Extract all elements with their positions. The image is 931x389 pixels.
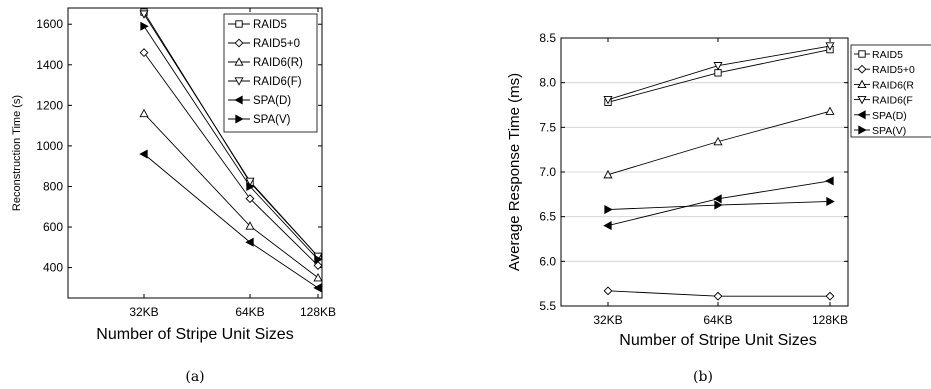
chart-a-y-tick-label: 600 [43, 220, 63, 234]
chart-b-point-spa-d [825, 176, 834, 186]
chart-a-point-raid6-r [245, 221, 255, 230]
chart-b-point-raid6-r [825, 106, 835, 115]
chart-a-point-raid5-0 [313, 261, 323, 270]
chart-b-legend-label-raid6-r: RAID6(R [872, 79, 914, 91]
chart-a-y-tick-label: 1200 [36, 98, 63, 112]
chart-b-legend-label-spa-d: SPA(D) [872, 110, 907, 122]
chart-b-legend-marker-raid6-r [857, 79, 867, 89]
chart-a-point-spa-d [245, 237, 254, 247]
chart-b-point-raid6-r [603, 169, 613, 179]
chart-b-legend-label-spa-v: SPA(V) [872, 125, 906, 137]
chart-a-point-spa-v [314, 254, 323, 265]
chart-b-point-spa-d [603, 221, 612, 231]
chart-b-point-spa-d [713, 194, 722, 204]
chart-a-legend-marker-raid5-0 [234, 38, 244, 48]
chart-a-point-raid6-f [245, 177, 255, 187]
chart-b-y-tick-label: 8.0 [539, 76, 556, 90]
chart-a-legend-marker-spa-d [234, 95, 243, 105]
chart-a-y-axis-title: Reconstruction Time (s) [11, 95, 23, 211]
chart-b-average-response-time: 5.5 6.0 6.5 7.0 7.5 8.0 8.5 32KB 64KB 128KB RAID… [506, 31, 931, 385]
chart-a-point-spa-v [246, 181, 255, 192]
chart-a-point-raid5-0 [139, 48, 149, 58]
chart-b-legend-label-raid5: RAID5 [872, 49, 903, 61]
chart-b-point-raid5-0 [603, 286, 613, 296]
chart-b-caption: (b) [693, 369, 713, 385]
chart-b-legend-marker-raid5-0 [857, 64, 867, 74]
chart-b-point-spa-v [714, 200, 723, 210]
chart-a-legend-marker-spa-v [235, 114, 244, 124]
chart-a-legend-label-spa-v: SPA(V) [253, 114, 291, 126]
chart-b-y-tick-label: 6.0 [539, 254, 556, 268]
chart-b-y-tick-label: 7.0 [539, 165, 556, 179]
chart-a-x-tick-label: 64KB [235, 305, 264, 319]
chart-b-point-raid6-f [713, 62, 723, 71]
chart-a-x-tick-label: 128KB [300, 305, 336, 319]
chart-a-y-tick-label: 1000 [36, 139, 63, 153]
chart-b-legend-box [850, 44, 931, 138]
chart-a-legend-label-raid5-0: RAID5+0 [253, 38, 300, 50]
chart-a-point-raid6-r [313, 272, 323, 282]
chart-b-y-tick-label: 7.5 [539, 120, 556, 134]
chart-b-legend-marker-spa-d [857, 110, 866, 120]
chart-a-point-raid5-0 [245, 194, 255, 204]
chart-b-y-tick-label: 8.5 [539, 31, 556, 45]
chart-b-point-spa-v [826, 196, 835, 207]
chart-a-legend-box [223, 13, 318, 133]
chart-b-legend-label-raid5-0: RAID5+0 [872, 64, 915, 76]
chart-b-legend-marker-raid5 [858, 50, 866, 58]
chart-a-y-tick-label: 400 [43, 261, 63, 275]
chart-b-point-raid5 [714, 69, 722, 77]
chart-a-legend-marker-raid6-f [234, 77, 244, 86]
chart-a-point-spa-v [140, 21, 149, 31]
chart-b-x-tick-label: 128KB [812, 313, 848, 327]
chart-a-plot-frame [67, 7, 323, 299]
chart-a-legend-marker-raid5 [235, 20, 243, 28]
chart-a-y-tick-label: 1600 [36, 17, 63, 31]
chart-a-point-spa-d [139, 149, 148, 159]
chart-a-x-tick-label: 32KB [129, 305, 158, 319]
chart-b-legend: RAID5 RAID5+0 RAID6(R RAID6(F SPA(D) SPA(V) [850, 44, 931, 138]
chart-b-y-axis-title: Average Response Time (ms) [506, 73, 523, 271]
chart-a-legend-label-raid6-f: RAID6(F) [253, 76, 302, 88]
chart-b-legend-marker-raid6-f [857, 95, 867, 105]
chart-b-legend-label-raid6-f: RAID6(F [872, 95, 913, 107]
chart-a-legend-marker-raid6-r [234, 57, 244, 66]
chart-b-point-raid5-0 [713, 291, 723, 301]
chart-a-series-line-spa-d [143, 153, 319, 289]
chart-b-point-spa-v [604, 204, 613, 215]
chart-a-legend-label-raid6-r: RAID6(R) [253, 57, 303, 69]
chart-b-y-tick-label: 5.5 [539, 299, 556, 313]
chart-a-point-raid6-r [139, 108, 149, 118]
chart-a-y-tick-label: 1400 [36, 58, 63, 72]
chart-b-point-raid6-f [603, 95, 613, 105]
chart-a-caption: (a) [185, 369, 204, 385]
chart-b-point-raid5-0 [825, 291, 835, 301]
chart-a-series-line-raid6-r [143, 113, 319, 279]
chart-b-x-tick-label: 64KB [703, 313, 732, 327]
chart-b-x-axis-title: Number of Stripe Unit Sizes [619, 332, 816, 349]
chart-b-point-raid6-r [713, 136, 723, 146]
chart-a-legend-label-spa-d: SPA(D) [253, 95, 291, 107]
chart-a-legend: RAID5 RAID5+0 RAID6(R) RAID6(F) SPA(D) SPA(V) [223, 13, 318, 133]
chart-a-point-spa-d [313, 283, 322, 293]
chart-a-legend-label-raid5: RAID5 [253, 19, 287, 31]
chart-b-x-tick-label: 32KB [593, 313, 622, 327]
chart-a-y-tick-label: 800 [43, 179, 63, 193]
chart-b-point-raid6-f [825, 42, 835, 51]
chart-b-legend-marker-spa-v [858, 125, 867, 135]
chart-a-x-axis-title: Number of Stripe Unit Sizes [96, 326, 293, 343]
chart-a-point-raid6-f [139, 10, 149, 19]
chart-b-y-tick-label: 6.5 [539, 210, 556, 224]
